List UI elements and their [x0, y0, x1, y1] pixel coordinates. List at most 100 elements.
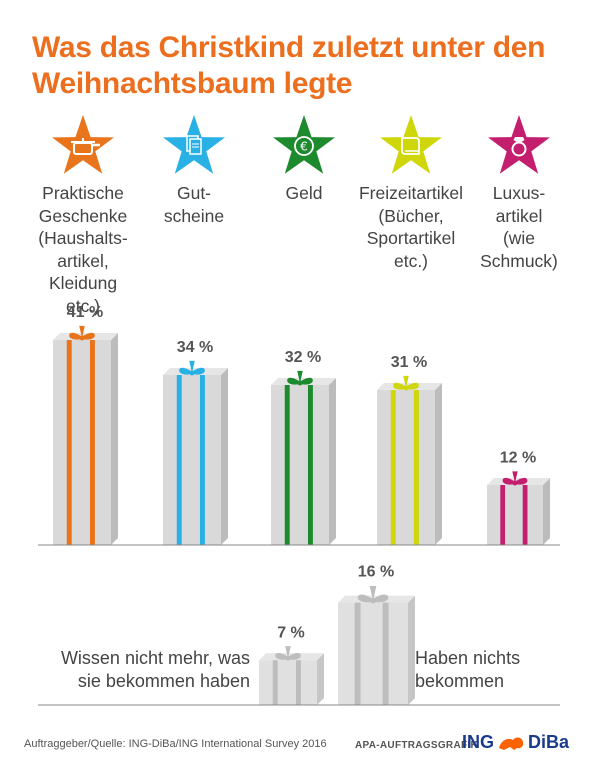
gift-bar-3-box	[377, 390, 435, 545]
gift-bar-2-value-label: 32 %	[285, 349, 321, 366]
note-line: Haben nichts	[415, 648, 521, 668]
category-label-line: Freizeitartikel	[358, 183, 464, 203]
gift-bar-0-bow	[81, 332, 95, 340]
title-line-1: Was das Christkind zuletzt unter den	[32, 31, 546, 64]
gift-bar-4-bow	[502, 477, 516, 485]
gift-bar-2-bow	[287, 377, 301, 385]
gift-bar-3-ribbon	[390, 390, 396, 545]
category-money: € Geld	[251, 114, 357, 205]
category-label-line: Sportartikel	[366, 228, 456, 248]
lion-icon	[499, 737, 524, 750]
category-label-line: (Bücher,	[378, 205, 444, 226]
svg-text:€: €	[300, 140, 308, 154]
book-icon	[380, 115, 442, 174]
vouchers-icon	[163, 115, 225, 174]
gift-bar-4-bow	[512, 471, 518, 483]
gift-secondary-0-box	[259, 660, 317, 705]
category-label-line: artikel,	[57, 250, 109, 271]
gift-bar-1-box	[163, 375, 221, 545]
gift-secondary-0-bow	[287, 653, 301, 660]
gift-bar-3-side	[435, 383, 442, 545]
brand-text-left: ING	[462, 732, 495, 752]
category-label-line: Geld	[285, 183, 323, 203]
gift-secondary-0-value-label: 7 %	[277, 624, 305, 641]
gift-bar-0-ribbon	[66, 340, 72, 545]
gift-bar-chart: 41 % 34 % 32 % 31 % 12 % 7 % 16 %	[38, 304, 560, 706]
credit-note: APA-AUFTRAGSGRAFIK	[355, 740, 478, 751]
gift-secondary-1-ribbon	[354, 602, 361, 705]
gift-bar-0-value-label: 41 %	[67, 304, 103, 321]
euro-coin-icon: €	[273, 115, 335, 174]
category-label-line: (Haushalts-	[38, 228, 128, 248]
gift-bar-1-bow	[179, 367, 193, 375]
gift-secondary-0-knot	[285, 655, 291, 661]
gift-bar-3-knot	[403, 385, 409, 391]
category-label-line: Geschenke	[38, 205, 128, 226]
gift-bar-0-side	[111, 333, 118, 545]
category-label-line: etc.)	[393, 250, 429, 271]
category-label-line: (wie	[502, 228, 536, 248]
ring-icon	[488, 115, 550, 174]
gift-bar-4-ribbon	[500, 485, 506, 545]
gift-bar-0-knot	[79, 335, 85, 341]
cooking-pot-icon	[52, 115, 114, 174]
gift-secondary-1-bow	[357, 594, 374, 603]
gift-bar-1-value-label: 34 %	[177, 339, 213, 356]
gift-bar-2-box	[271, 385, 329, 545]
brand-logo: ING DiBa	[462, 732, 569, 753]
page-title: Was das Christkind zuletzt unter den Wei…	[32, 30, 572, 102]
gift-secondary-0-bow	[285, 646, 291, 659]
gift-secondary-0-side	[317, 653, 324, 705]
gift-secondary-0-ribbon	[295, 660, 301, 705]
gift-bar-3-bow	[405, 382, 419, 390]
gift-bar-4-bow	[514, 477, 528, 485]
gift-bar-3-ribbon	[413, 390, 419, 545]
gift-secondary-1-knot	[370, 597, 376, 604]
category-label-line: Gut-	[176, 183, 212, 203]
gift-bar-2-ribbon	[307, 385, 313, 545]
category-vouchers: Gut- scheine	[141, 114, 247, 227]
title-line-2: Weihnachtsbaum legte	[32, 67, 353, 100]
category-label-line: scheine	[163, 205, 225, 226]
gift-bar-1-ribbon	[199, 375, 205, 545]
category-label-line: artikel	[495, 205, 543, 226]
gift-bar-2-knot	[297, 380, 303, 386]
category-luxury: Luxus- artikel (wie Schmuck)	[466, 114, 572, 272]
gift-bar-3-bow	[403, 375, 409, 388]
gift-secondary-1-side	[408, 595, 415, 705]
gift-bar-0-ribbon	[89, 340, 95, 545]
note-line: sie bekommen haben	[77, 671, 250, 691]
gift-secondary-1-value-label: 16 %	[358, 564, 394, 581]
gift-bar-3-value-label: 31 %	[391, 354, 427, 371]
brand-text-right: DiBa	[528, 732, 570, 752]
category-label-line: Schmuck)	[480, 250, 558, 271]
gift-secondary-1-bow	[369, 586, 377, 601]
gift-secondary-1-bow	[372, 594, 389, 603]
gift-bar-4-knot	[512, 480, 518, 486]
gift-secondary-0-bow	[275, 653, 289, 660]
gift-bar-0-bow	[79, 325, 85, 338]
gift-bar-2-bow	[299, 377, 313, 385]
gift-bar-1-bow	[189, 360, 195, 373]
gift-bar-2-bow	[297, 370, 303, 383]
note-line: bekommen	[415, 671, 505, 691]
note-received-nothing: Haben nichts bekommen	[415, 647, 535, 693]
source-note: Auftraggeber/Quelle: ING-DiBa/ING Intern…	[24, 738, 327, 750]
gift-bar-0-bow	[69, 332, 83, 340]
gift-bar-1-bow	[191, 367, 205, 375]
category-leisure: Freizeitartikel (Bücher, Sportartikel et…	[358, 114, 464, 272]
gift-bar-1-ribbon	[176, 375, 182, 545]
gift-secondary-1-ribbon	[382, 602, 389, 705]
gift-bar-4-ribbon	[522, 485, 528, 545]
gift-bar-2-side	[329, 378, 336, 545]
gift-bar-4-box	[487, 485, 543, 545]
note-dont-remember: Wissen nicht mehr, was sie bekommen habe…	[30, 647, 250, 693]
category-practical: Praktische Geschenke (Haushalts- artikel…	[30, 114, 136, 317]
gift-secondary-0-ribbon	[272, 660, 278, 705]
gift-bar-1-side	[221, 368, 228, 545]
note-line: Wissen nicht mehr, was	[60, 648, 250, 668]
category-label-line: Praktische	[42, 183, 124, 203]
gift-secondary-1-box	[338, 602, 408, 705]
category-label-line: Luxus-	[492, 183, 546, 203]
gift-bar-1-knot	[189, 370, 195, 376]
